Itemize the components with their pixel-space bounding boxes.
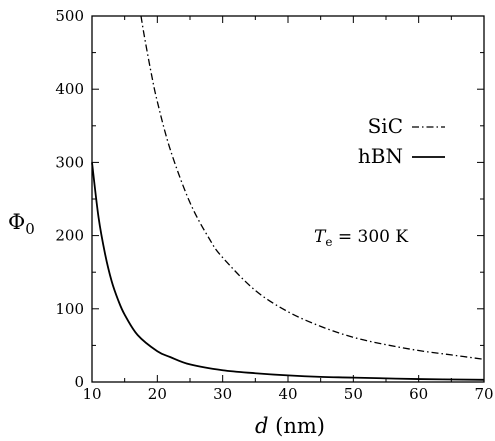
temperature-annotation-sub: e xyxy=(325,235,332,249)
plot-frame xyxy=(91,15,485,383)
x-axis-label: d (nm) xyxy=(255,414,325,438)
y-tick-label: 300 xyxy=(55,153,84,171)
y-axis-label: Φ0 xyxy=(8,210,35,238)
x-tick-label: 30 xyxy=(213,385,232,403)
x-tick-label: 70 xyxy=(474,385,493,403)
series-line-sic xyxy=(140,15,485,360)
x-tick-label: 60 xyxy=(409,385,428,403)
y-tick-label: 100 xyxy=(55,300,84,318)
temperature-annotation: Te = 300 K xyxy=(314,227,408,249)
legend-label-hbn: hBN xyxy=(358,144,403,168)
series-line-hbn xyxy=(91,162,485,381)
x-tick-label: 20 xyxy=(148,385,167,403)
y-tick-label: 400 xyxy=(55,80,84,98)
y-tick-label: 500 xyxy=(55,7,84,25)
x-tick-label: 10 xyxy=(82,385,101,403)
legend-label-sic: SiC xyxy=(368,114,403,138)
x-tick-label: 40 xyxy=(278,385,297,403)
x-tick-label: 50 xyxy=(344,385,363,403)
ticks-layer: 10 20 30 40 50 60 70 0 100 200 300 400 500 xyxy=(55,7,493,403)
y-tick-label: 0 xyxy=(74,373,84,391)
series-layer xyxy=(91,15,485,381)
y-tick-label: 200 xyxy=(55,227,84,245)
legend: SiC hBN xyxy=(358,114,445,168)
y-axis-label-sub: 0 xyxy=(25,220,35,238)
